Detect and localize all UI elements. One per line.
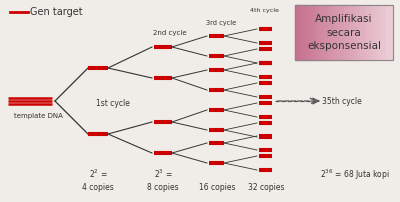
Bar [295,5,393,60]
Bar [318,5,321,60]
Bar [305,5,308,60]
Text: $2^{36}$ = 68 Juta kopi: $2^{36}$ = 68 Juta kopi [320,168,390,182]
Bar [321,5,324,60]
Bar [386,5,390,60]
Bar [302,5,305,60]
Bar [347,5,350,60]
Bar [308,5,311,60]
Text: 1st cycle: 1st cycle [96,99,130,107]
Bar [328,5,331,60]
Bar [364,5,367,60]
Text: 8 copies: 8 copies [147,183,179,192]
Text: 32 copies: 32 copies [248,183,284,192]
Text: 3rd cycle: 3rd cycle [206,20,236,26]
Bar [298,5,302,60]
Bar [373,5,376,60]
Bar [360,5,364,60]
Text: 4th cycle: 4th cycle [250,8,279,13]
Bar [357,5,360,60]
Bar [338,5,341,60]
Bar [344,5,347,60]
Bar [334,5,338,60]
Bar [370,5,373,60]
Bar [341,5,344,60]
Bar [350,5,354,60]
Bar [380,5,383,60]
Bar [311,5,314,60]
Text: 16 copies: 16 copies [199,183,235,192]
Bar [324,5,328,60]
Bar [295,5,298,60]
Bar [331,5,334,60]
Text: 4 copies: 4 copies [82,183,114,192]
Bar [314,5,318,60]
Bar [390,5,393,60]
Bar [367,5,370,60]
Text: Gen target: Gen target [30,7,83,17]
Text: $2^3$ =: $2^3$ = [154,168,172,180]
Bar [383,5,386,60]
Text: Amplifikasi
secara
eksponsensial: Amplifikasi secara eksponsensial [307,14,381,51]
Text: 2nd cycle: 2nd cycle [153,30,186,36]
Bar [376,5,380,60]
Text: template DNA: template DNA [14,113,63,119]
Text: 35th cycle: 35th cycle [322,97,362,105]
Bar [354,5,357,60]
Text: $2^2$ =: $2^2$ = [89,168,107,180]
